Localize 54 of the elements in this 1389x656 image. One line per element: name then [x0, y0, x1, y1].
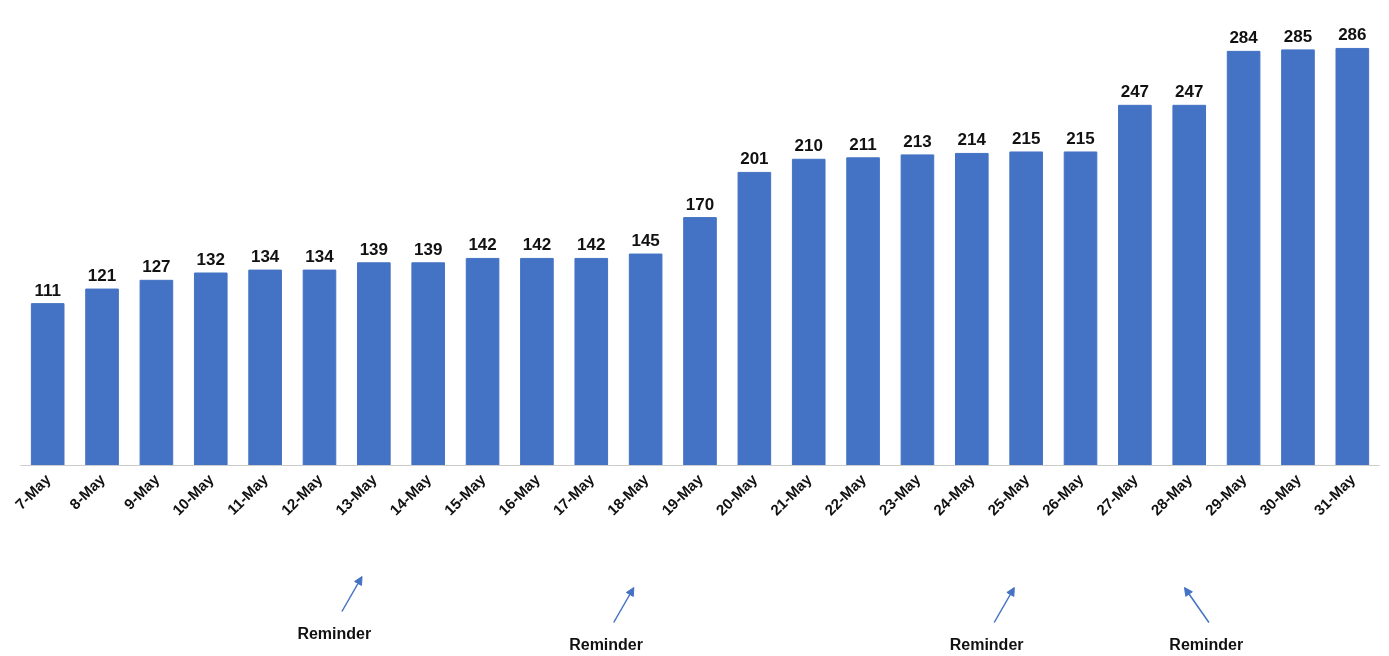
bar: [139, 279, 174, 466]
data-label: 210: [794, 136, 823, 156]
data-label: 213: [903, 131, 932, 151]
bar: [900, 154, 935, 466]
data-label: 142: [577, 235, 606, 255]
data-label: 142: [468, 235, 497, 255]
bar: [1063, 151, 1098, 466]
bar: [30, 303, 65, 466]
data-label: 139: [359, 239, 389, 259]
data-label: 134: [305, 247, 335, 267]
text: Reminder: [569, 636, 643, 653]
data-label: 132: [196, 250, 225, 270]
bar: [628, 253, 663, 466]
data-label: 111: [34, 280, 61, 300]
bar: [465, 257, 500, 466]
bar: [248, 269, 282, 466]
data-label: 142: [522, 235, 552, 255]
data-label: 247: [1175, 82, 1204, 102]
bar: [85, 288, 119, 466]
data-label: 170: [685, 194, 715, 214]
bar: [1281, 49, 1315, 466]
data-label: 215: [1011, 128, 1041, 148]
data-label: 139: [414, 239, 443, 259]
text: Reminder: [297, 625, 372, 642]
data-label: 121: [87, 266, 117, 286]
bar: [1118, 104, 1152, 466]
bar: [683, 217, 717, 466]
data-label: 201: [740, 149, 769, 169]
bar: [1172, 104, 1207, 466]
bar: [1226, 50, 1261, 466]
bar: [520, 257, 554, 466]
data-label: 127: [142, 257, 171, 277]
data-label: 284: [1229, 28, 1259, 48]
bar: [574, 257, 609, 466]
data-label: 215: [1066, 128, 1095, 148]
bar: [1009, 151, 1043, 466]
data-label: 247: [1120, 82, 1150, 102]
bar: [411, 262, 446, 466]
data-label: 211: [849, 134, 877, 154]
bar: [193, 272, 228, 466]
bar: [357, 262, 391, 466]
data-label: 285: [1283, 26, 1313, 46]
text: Reminder: [949, 636, 1024, 653]
bar: [791, 158, 826, 466]
data-label: 286: [1338, 25, 1367, 45]
bar: [954, 152, 989, 466]
bar: [1335, 47, 1370, 466]
data-label: 214: [957, 130, 987, 150]
data-label: 145: [631, 231, 660, 251]
data-label: 134: [250, 247, 280, 267]
bar: [737, 171, 772, 466]
bar: [302, 269, 337, 466]
bar: [846, 157, 880, 466]
text: Reminder: [1169, 636, 1244, 653]
